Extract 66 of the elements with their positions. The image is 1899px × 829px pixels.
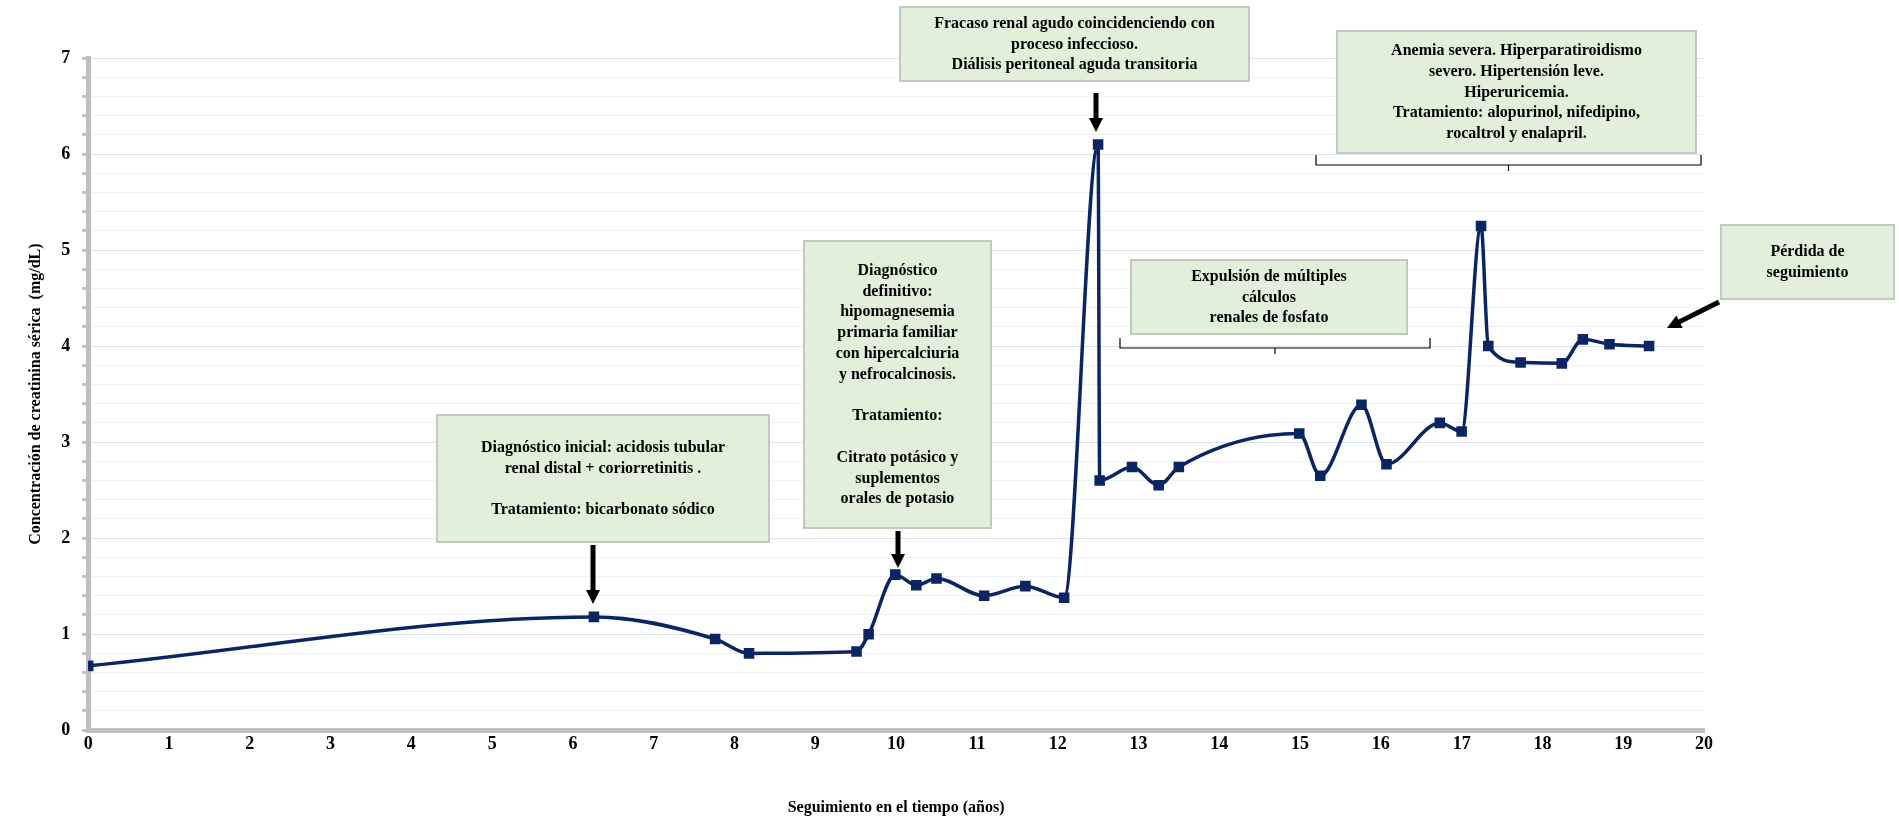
x-tick-label: 7 [649,732,659,753]
callout-box: Anemia severa. Hiperparatiroidismo severo. Hipertensión leve. Hiperuricemia. Tratamiento: alopurinol, nifedipino, rocaltrol y enalapril. [1336,30,1697,154]
point [1483,340,1494,352]
point [1094,475,1105,486]
point [1020,580,1031,592]
x-tick-label: 13 [1129,732,1148,753]
x-tick-label: 3 [326,732,336,753]
y-axis-title: Concentración de creatinina sérica (mg/dL) [25,243,44,545]
point [1515,357,1526,368]
point [1058,592,1070,603]
x-tick-label: 0 [83,732,93,753]
x-tick-label: 2 [245,732,255,753]
y-tick-label: 7 [61,46,71,67]
point [1293,428,1305,439]
point [1604,338,1615,350]
point [1126,461,1138,473]
x-tick-label: 18 [1533,732,1552,753]
point [931,573,942,584]
y-tick-label: 5 [61,238,71,259]
point [1475,220,1487,232]
y-tick-label: 3 [61,430,71,451]
y-tick-label: 6 [61,142,71,163]
point [1577,334,1589,345]
point [890,569,901,580]
x-tick-label: 9 [810,732,820,753]
x-tick-label: 11 [968,732,986,753]
point [1092,139,1104,150]
callout-box: Diagnóstico definitivo: hipomagnesemia primaria familiar con hipercalciuria y nefrocalcinosis. Tratamiento: Citrato potásico y suplementos orales de potasio [803,240,992,529]
x-axis-title: Seguimiento en el tiempo (años) [787,797,1005,816]
x-tick-label: 14 [1210,732,1229,753]
x-tick-label: 10 [887,732,906,753]
point [1434,417,1446,429]
point [1556,358,1568,369]
point [709,633,721,645]
point [911,579,922,591]
point [851,646,862,657]
y-tick-label: 2 [61,526,71,547]
point [588,611,600,623]
x-tick-label: 5 [487,732,497,753]
x-tick-label: 17 [1452,732,1471,753]
x-tick-label: 8 [730,732,740,753]
point [863,628,874,640]
y-tick-label: 1 [61,622,71,643]
point [1173,461,1185,473]
point [1314,470,1326,482]
x-tick-label: 15 [1291,732,1310,753]
point [1381,458,1392,470]
x-tick-label: 6 [568,732,578,753]
point [1643,340,1655,352]
x-tick-label: 12 [1048,732,1067,753]
x-tick-label: 1 [164,732,174,753]
callout-box: Diagnóstico inicial: acidosis tubular renal distal + coriorretinitis . Tratamiento: bicarbonato sódico [436,414,770,543]
y-tick-label: 0 [61,718,71,739]
point [1356,399,1367,410]
x-tick-label: 16 [1371,732,1390,753]
point [743,648,755,659]
point [1153,480,1164,491]
x-tick-label: 20 [1695,732,1713,753]
x-tick-label: 4 [406,732,416,753]
callout-box: Fracaso renal agudo coincidenciendo con proceso infeccioso. Diálisis peritoneal aguda transitoria [899,6,1250,82]
callout-box: Pérdida de seguimiento [1720,224,1895,300]
point [978,590,990,602]
x-tick-label: 19 [1614,732,1633,753]
y-tick-label: 4 [61,334,71,355]
callout-box: Expulsión de múltiples cálculos renales de fosfato [1130,259,1408,335]
point [1456,426,1467,437]
